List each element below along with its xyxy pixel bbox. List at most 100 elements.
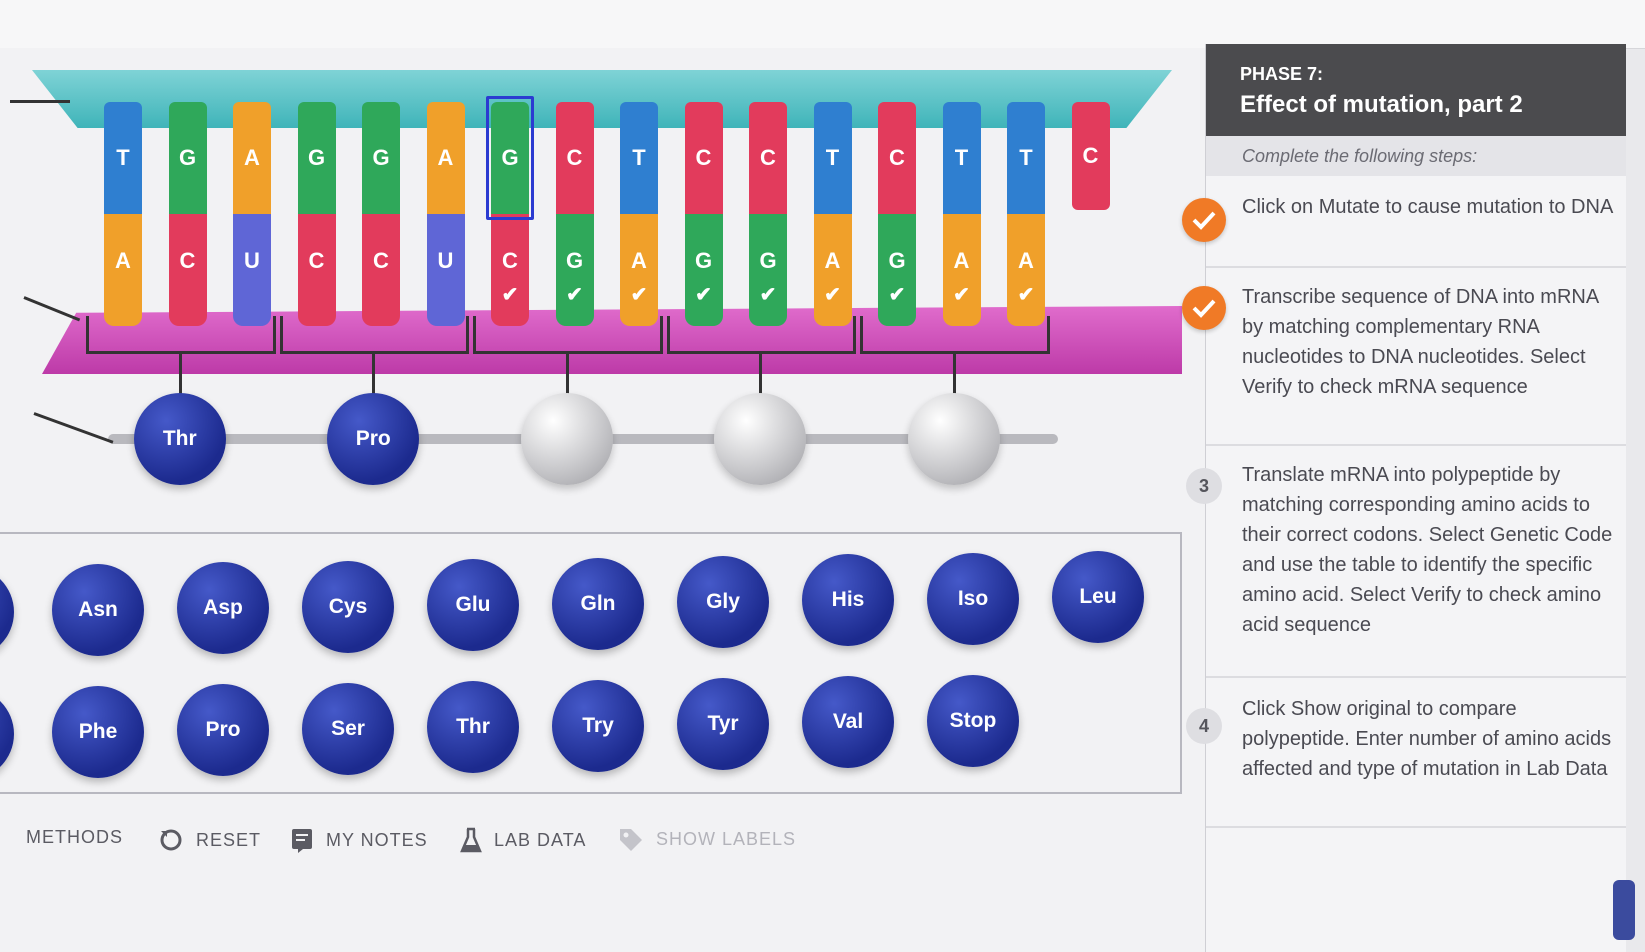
mrna-base-letter: U	[437, 248, 454, 273]
amino-acid-option-asn[interactable]: Asn	[52, 564, 144, 656]
dna-nucleotide: C	[1071, 102, 1110, 210]
mrna-base-letter: A	[953, 248, 970, 273]
mrna-base-letter: U	[244, 248, 260, 273]
amino-acid-option-offscreen[interactable]	[0, 688, 14, 780]
notes-icon	[292, 829, 312, 853]
amino-acid-option-gln[interactable]: Gln	[552, 557, 644, 650]
mrna-base-letter: C	[308, 248, 325, 273]
dna-nucleotide: T	[104, 102, 142, 214]
step-text: Click Show original to compare polypepti…	[1242, 698, 1612, 780]
dna-nucleotide: G	[491, 102, 529, 214]
verified-check-icon: ✔	[695, 284, 712, 306]
step-4: 4 Click Show original to compare polypep…	[1186, 678, 1626, 828]
verified-check-icon: ✔	[824, 284, 841, 306]
steps-intro: Complete the following steps:	[1206, 136, 1626, 176]
verified-check-icon: ✔	[501, 284, 519, 306]
dna-nucleotide: T	[942, 102, 981, 214]
lab-data-label: LAB DATA	[494, 829, 587, 850]
mrna-nucleotide[interactable]: U	[233, 214, 271, 326]
amino-acid-option-asp[interactable]: Asp	[177, 562, 269, 655]
mrna-nucleotide[interactable]: C	[168, 214, 207, 326]
mrna-nucleotide[interactable]: G ✔	[749, 214, 787, 326]
dna-nucleotide: C	[878, 102, 916, 214]
my-notes-button[interactable]: MY NOTES	[290, 827, 428, 853]
mrna-nucleotide[interactable]: A	[104, 214, 142, 326]
mrna-base-letter: C	[179, 248, 196, 273]
mrna-base-letter: A	[631, 248, 647, 273]
mrna-base-letter: G	[759, 248, 777, 273]
verified-check-icon: ✔	[888, 284, 906, 306]
amino-acid-thr: Thr	[133, 393, 226, 485]
amino-acid-option-offscreen[interactable]	[0, 566, 14, 658]
amino-acid-option-leu[interactable]: Leu	[1052, 551, 1144, 644]
mrna-nucleotide[interactable]: C	[297, 214, 336, 326]
amino-acid-option-iso[interactable]: Iso	[927, 552, 1019, 645]
amino-acid-option-ser[interactable]: Ser	[302, 682, 394, 775]
phase-header: PHASE 7: Effect of mutation, part 2	[1206, 44, 1626, 136]
empty-amino-acid-slot[interactable]	[520, 393, 613, 485]
label-pointer-line	[10, 100, 70, 103]
dna-nucleotide: G	[297, 102, 336, 214]
amino-acid-option-glu[interactable]: Glu	[427, 559, 519, 652]
verified-check-icon: ✔	[1017, 284, 1035, 306]
amino-acid-option-stop[interactable]: Stop	[927, 674, 1019, 767]
empty-amino-acid-slot[interactable]	[714, 393, 807, 485]
mrna-nucleotide[interactable]: A ✔	[813, 214, 852, 326]
codon-link	[952, 352, 956, 400]
step-text: Transcribe sequence of DNA into mRNA by …	[1242, 286, 1599, 398]
mrna-nucleotide[interactable]: U	[426, 214, 465, 326]
amino-acid-option-try[interactable]: Try	[552, 679, 644, 772]
dna-nucleotide: T	[1007, 102, 1045, 214]
mrna-nucleotide[interactable]: G ✔	[878, 214, 916, 326]
mrna-nucleotide[interactable]: G ✔	[555, 214, 594, 326]
dna-nucleotide: C	[684, 102, 723, 214]
amino-acid-option-val[interactable]: Val	[802, 676, 894, 769]
completed-check-icon	[1182, 198, 1226, 242]
amino-acid-option-tyr[interactable]: Tyr	[677, 678, 769, 770]
mrna-nucleotide[interactable]: A ✔	[942, 214, 981, 326]
flask-icon	[460, 827, 482, 853]
codon-link	[372, 352, 376, 400]
mrna-nucleotide[interactable]: C ✔	[491, 214, 529, 326]
step-text: Translate mRNA into polypeptide by match…	[1242, 464, 1613, 636]
mrna-nucleotide[interactable]: A ✔	[620, 214, 658, 326]
amino-acid-option-phe[interactable]: Phe	[52, 686, 144, 778]
codon-bracket	[86, 316, 276, 354]
dna-nucleotide: T	[813, 102, 852, 214]
mrna-base-letter: C	[502, 248, 518, 273]
tag-icon	[620, 829, 642, 851]
lab-data-button[interactable]: LAB DATA	[460, 827, 586, 853]
mrna-nucleotide[interactable]: A ✔	[1007, 214, 1045, 326]
dna-backbone	[32, 70, 1172, 128]
verified-check-icon: ✔	[953, 284, 970, 306]
amino-acid-palette: Asn Asp Cys Glu Gln Gly His Iso Leu Phe Pro Ser Thr T…	[0, 532, 1182, 794]
amino-acid-option-his[interactable]: His	[802, 554, 894, 647]
codon-link	[565, 352, 569, 400]
step-3: 3 Translate mRNA into polypeptide by mat…	[1186, 446, 1626, 678]
reset-icon	[160, 829, 182, 851]
amino-acid-option-thr[interactable]: Thr	[427, 681, 519, 774]
mrna-nucleotide[interactable]: G ✔	[684, 214, 723, 326]
dna-nucleotide: G	[168, 102, 207, 214]
show-labels-button[interactable]: SHOW LABELS	[618, 827, 796, 851]
empty-amino-acid-slot[interactable]	[907, 393, 1000, 485]
methods-button[interactable]: METHODS	[26, 827, 123, 848]
mrna-base-letter: C	[373, 248, 389, 273]
mrna-base-letter: G	[565, 248, 584, 273]
mrna-nucleotide[interactable]: C	[362, 214, 400, 326]
dna-nucleotide: G	[362, 102, 400, 214]
reset-button[interactable]: RESET	[158, 827, 261, 853]
amino-acid-option-gly[interactable]: Gly	[677, 556, 769, 648]
label-pointer-line	[33, 412, 114, 444]
panel-scrollbar[interactable]	[1613, 880, 1635, 940]
mrna-base-letter: G	[888, 248, 906, 273]
dna-nucleotide: C	[555, 102, 594, 214]
mrna-base-letter: A	[824, 248, 841, 273]
step-text: Click on Mutate to cause mutation to DNA	[1242, 196, 1614, 218]
amino-acid-option-pro[interactable]: Pro	[177, 684, 269, 777]
codon-link	[759, 352, 763, 400]
top-strip	[0, 0, 1645, 49]
amino-acid-option-cys[interactable]: Cys	[302, 560, 394, 653]
reset-label: RESET	[196, 829, 262, 850]
phase-label: PHASE 7:	[1240, 64, 1324, 84]
